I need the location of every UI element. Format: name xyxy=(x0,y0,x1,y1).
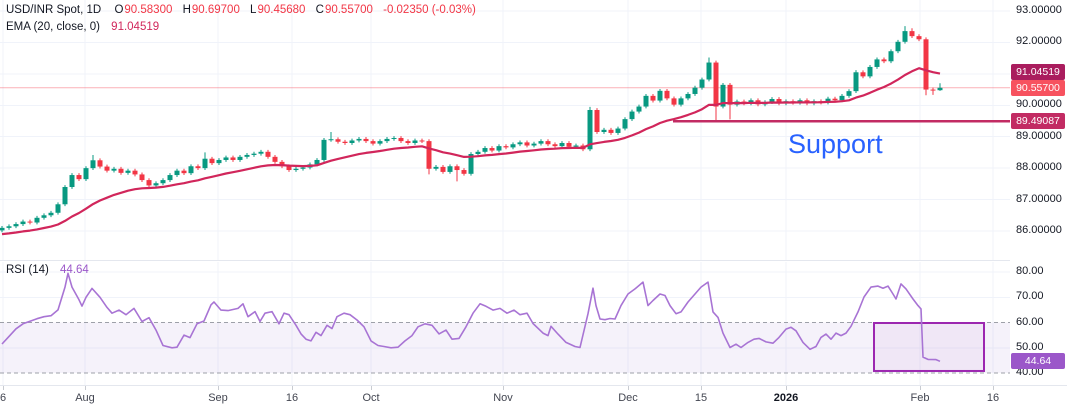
rsi-value: 44.64 xyxy=(60,264,89,276)
price-chart-canvas[interactable] xyxy=(0,0,1010,260)
change-value: -0.02350 (-0.03%) xyxy=(383,4,476,16)
pane-separator[interactable] xyxy=(0,260,1010,261)
axis-label: 87.00000 xyxy=(1016,192,1062,205)
time-tick xyxy=(701,386,702,390)
rsi-indicator-label: RSI (14) xyxy=(6,264,49,276)
time-tick xyxy=(218,386,219,390)
rsi-legend: RSI (14) 44.64 xyxy=(6,264,89,281)
time-axis-label: 6 xyxy=(0,392,7,404)
time-tick xyxy=(371,386,372,390)
axis-label: 89.00000 xyxy=(1016,129,1062,142)
time-tick xyxy=(503,386,504,390)
low-value: 90.45680 xyxy=(257,4,306,16)
close-group: C90.55700 xyxy=(316,4,373,16)
time-tick xyxy=(993,386,994,390)
axis-price-badge: 90.55700 xyxy=(1011,79,1065,96)
time-axis-label: 15 xyxy=(694,392,708,404)
axis-label: 93.00000 xyxy=(1016,4,1062,16)
time-axis-separator xyxy=(0,385,1067,386)
time-axis-label: Nov xyxy=(493,392,513,404)
open-label: O xyxy=(114,4,124,16)
axis-label: 90.00000 xyxy=(1016,98,1062,111)
time-tick xyxy=(3,386,4,390)
ema-value: 91.04519 xyxy=(111,21,160,33)
price-legend: USD/INR Spot, 1D O90.58300 H90.69700 L90… xyxy=(6,4,476,38)
time-axis-label: Aug xyxy=(75,392,95,404)
high-value: 90.69700 xyxy=(191,4,240,16)
axis-label: 92.00000 xyxy=(1016,35,1062,48)
rsi-line xyxy=(1,272,941,363)
time-axis[interactable]: 6 Aug Sep 16 Oct Nov Dec 15 2026 Feb 16 xyxy=(0,386,1067,411)
time-axis-label: 16 xyxy=(285,392,299,404)
symbol-title: USD/INR Spot, 1D xyxy=(6,4,102,16)
time-axis-label: 2026 xyxy=(773,392,799,404)
close-value: 90.55700 xyxy=(324,4,373,16)
rsi-legend-row[interactable]: RSI (14) 44.64 xyxy=(6,264,89,281)
ema-indicator-label: EMA (20, close, 0) xyxy=(6,21,100,33)
rsi-grid xyxy=(0,262,1010,385)
support-annotation[interactable]: Support xyxy=(788,129,883,159)
time-tick xyxy=(920,386,921,390)
high-label: H xyxy=(182,4,191,16)
low-label: L xyxy=(250,4,257,16)
rsi-chart-canvas[interactable] xyxy=(0,262,1010,385)
axis-label: 70.00 xyxy=(1016,290,1044,303)
time-tick xyxy=(292,386,293,390)
axis-label: 88.00000 xyxy=(1016,161,1062,174)
axis-price-badge: 44.64 xyxy=(1011,353,1065,370)
axis-label: 80.00 xyxy=(1016,265,1044,277)
time-axis-label: Feb xyxy=(910,392,930,404)
ema-line xyxy=(1,67,941,236)
open-group: O90.58300 xyxy=(114,4,172,16)
time-tick xyxy=(786,386,787,390)
time-tick xyxy=(628,386,629,390)
price-axis[interactable]: 93.00000 92.00000 90.00000 89.00000 88.00000… xyxy=(1010,0,1067,385)
symbol-legend-row[interactable]: USD/INR Spot, 1D O90.58300 H90.69700 L90… xyxy=(6,4,476,21)
time-axis-label: Oct xyxy=(362,392,380,404)
axis-label: 86.00000 xyxy=(1016,224,1062,236)
axis-label: 60.00 xyxy=(1016,315,1044,328)
axis-price-badge: 91.04519 xyxy=(1011,64,1065,81)
open-value: 90.58300 xyxy=(124,4,173,16)
rsi-rectangle-drawing[interactable] xyxy=(873,322,985,372)
high-group: H90.69700 xyxy=(183,4,240,16)
time-axis-label: Sep xyxy=(208,392,228,404)
price-grid xyxy=(0,0,1010,260)
low-group: L90.45680 xyxy=(250,4,305,16)
close-label: C xyxy=(315,4,324,16)
ema-legend-row[interactable]: EMA (20, close, 0) 91.04519 xyxy=(6,21,476,38)
rsi-band xyxy=(0,322,1010,373)
axis-price-badge: 89.49087 xyxy=(1011,113,1065,130)
time-axis-label: 16 xyxy=(986,392,1000,404)
axis-label: 50.00 xyxy=(1016,340,1044,353)
time-axis-label: Dec xyxy=(618,392,638,404)
time-tick xyxy=(85,386,86,390)
